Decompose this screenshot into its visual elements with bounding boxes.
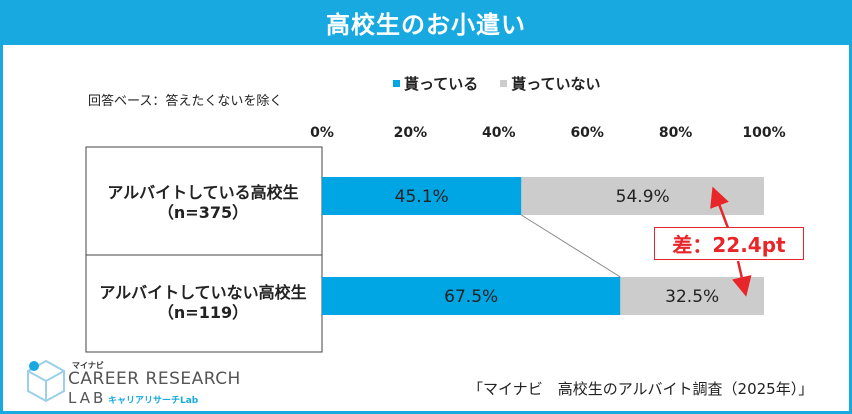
bar-gets	[322, 277, 621, 315]
base-note: 回答ベース：答えたくないを除く	[88, 94, 283, 109]
legend-label-gets: 貰っている	[404, 75, 479, 93]
x-tick-label: 40%	[482, 125, 516, 141]
connector-line	[521, 214, 621, 278]
row-label-not-working: アルバイトしていない高校生 （n=119）	[86, 283, 320, 323]
logo-main-text: CAREER RESEARCH	[68, 369, 241, 389]
logo-sub-text: キャリアリサーチLab	[108, 396, 199, 406]
data-label: 32.5%	[665, 287, 719, 307]
x-tick-label: 60%	[570, 125, 604, 141]
difference-annotation: 差：22.4pt	[654, 227, 804, 260]
title-bar: 高校生のお小遣い	[0, 0, 852, 45]
data-label: 54.9%	[616, 187, 670, 207]
row-label-working-line2: （n=375）	[157, 203, 249, 222]
x-tick-label: 0%	[310, 125, 334, 141]
difference-arrow-up	[710, 186, 730, 229]
logo-small-text: マイナビ	[72, 361, 104, 370]
legend-item-gets: 貰っている	[393, 73, 478, 94]
difference-arrow-down	[732, 260, 752, 297]
legend-swatch-not-gets	[500, 80, 508, 87]
legend: 貰っている 貰っていない	[393, 73, 601, 94]
logo	[24, 355, 224, 407]
x-tick-label: 80%	[659, 125, 693, 141]
row-label-working: アルバイトしている高校生 （n=375）	[86, 183, 320, 223]
legend-label-not-gets: 貰っていない	[511, 75, 601, 93]
row-label-not-working-line1: アルバイトしていない高校生	[99, 283, 307, 302]
chart-title: 高校生のお小遣い	[326, 11, 526, 39]
x-tick-label: 20%	[394, 125, 428, 141]
row-label-working-line1: アルバイトしている高校生	[107, 183, 299, 202]
bar-gets	[322, 177, 522, 215]
data-label: 45.1%	[395, 187, 449, 207]
logo-cube-icon	[27, 359, 65, 403]
source-note: 「マイナビ 高校生のアルバイト調査（2025年）」	[468, 380, 814, 398]
logo-lab-text: LAB	[68, 389, 107, 407]
x-tick-label: 100%	[742, 125, 785, 141]
data-label: 67.5%	[444, 287, 498, 307]
legend-item-not-gets: 貰っていない	[500, 73, 601, 94]
legend-swatch-gets	[393, 80, 400, 87]
row-label-not-working-line2: （n=119）	[157, 303, 249, 322]
